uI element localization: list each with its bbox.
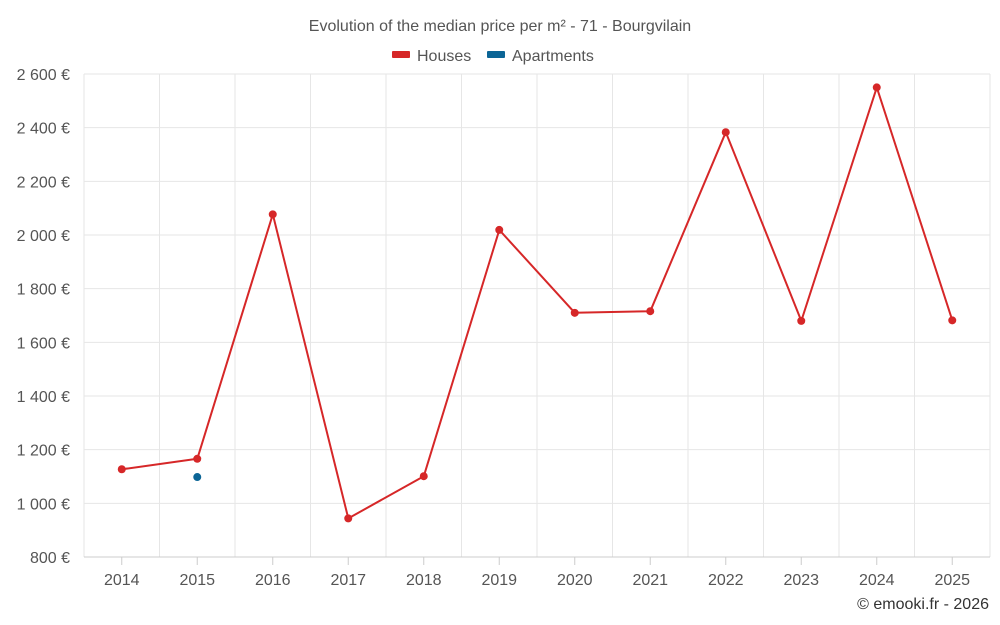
x-tick-label: 2021 [632,572,668,589]
y-tick-label: 800 € [30,550,70,567]
y-tick-label: 1 200 € [17,443,70,460]
y-tick-label: 2 600 € [17,67,70,84]
point-houses-2019[interactable] [495,225,504,234]
x-tick-label: 2014 [104,572,140,589]
legend-item-apartments[interactable]: Apartments [487,48,594,65]
x-tick-label: 2019 [481,572,517,589]
x-tick-label: 2022 [708,572,744,589]
x-tick-label: 2017 [330,572,366,589]
x-tick-label: 2016 [255,572,291,589]
series-layer [117,83,957,523]
legend-swatch-apartments [487,51,505,58]
point-houses-2016[interactable] [268,210,277,219]
x-tick-label: 2023 [783,572,819,589]
x-tick-label: 2025 [934,572,970,589]
legend-item-houses[interactable]: Houses [392,48,471,65]
x-tick-label: 2024 [859,572,895,589]
point-houses-2017[interactable] [344,514,353,523]
legend-swatch-houses [392,51,410,58]
chart-title: Evolution of the median price per m² - 7… [309,18,691,35]
y-tick-label: 1 600 € [17,335,70,352]
y-tick-label: 2 000 € [17,228,70,245]
y-axis-labels: 800 € 1 000 € 1 200 € 1 400 € 1 600 € 1 800 €… [17,67,70,567]
legend: Houses Apartments [392,48,594,65]
y-tick-label: 2 200 € [17,174,70,191]
point-houses-2023[interactable] [797,316,806,325]
point-houses-2020[interactable] [570,308,579,317]
x-tick-label: 2015 [179,572,215,589]
series-houses [117,83,957,523]
credit: © emooki.fr - 2026 [857,596,989,613]
series-apartments [193,473,202,482]
y-tick-label: 1 400 € [17,389,70,406]
point-houses-2024[interactable] [872,83,881,92]
point-houses-2022[interactable] [721,128,730,137]
legend-label-houses: Houses [417,48,471,65]
point-houses-2018[interactable] [419,472,428,481]
legend-label-apartments: Apartments [512,48,594,65]
y-tick-label: 1 000 € [17,496,70,513]
point-houses-2014[interactable] [117,465,126,474]
point-houses-2025[interactable] [948,316,957,325]
point-houses-2021[interactable] [646,307,655,316]
x-tick-label: 2018 [406,572,442,589]
point-houses-2015[interactable] [193,454,202,463]
y-tick-label: 1 800 € [17,282,70,299]
y-tick-label: 2 400 € [17,121,70,138]
x-tick-label: 2020 [557,572,593,589]
x-axis-ticks [121,557,953,565]
x-axis-labels: 2014 2015 2016 2017 2018 2019 2020 2021 2022 2023… [104,572,970,589]
point-apartments-2015[interactable] [193,473,202,482]
x-gridlines [83,74,991,557]
series-line-houses [121,86,954,520]
